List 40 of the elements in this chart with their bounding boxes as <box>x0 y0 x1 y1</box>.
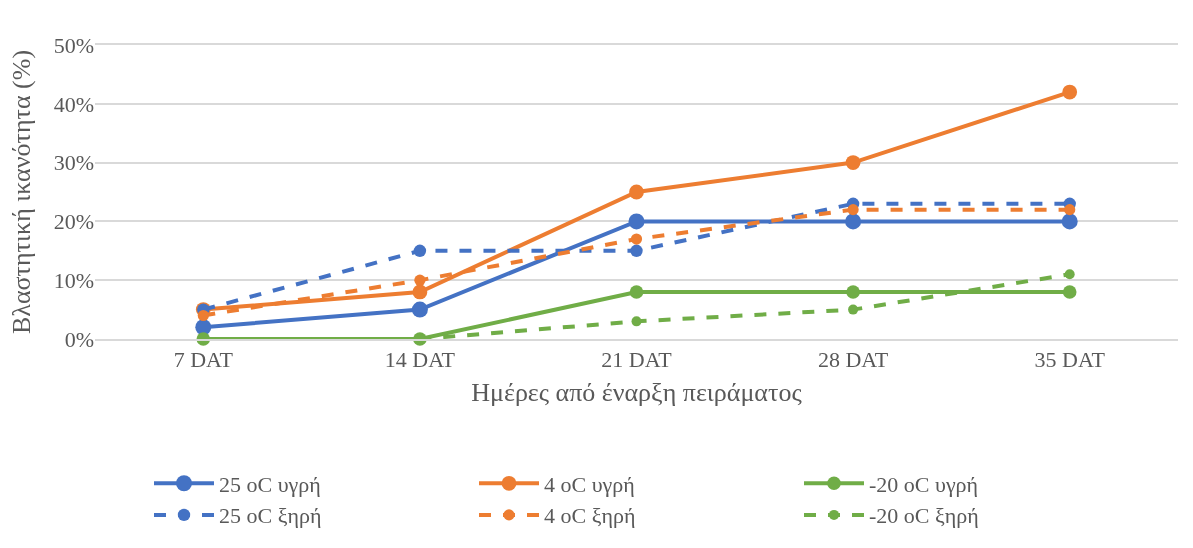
y-tick-label: 0% <box>64 326 94 352</box>
point <box>411 301 428 318</box>
y-tick-label: 40% <box>53 91 94 117</box>
point <box>847 204 859 216</box>
x-tick-label: 14 DAT <box>384 347 456 373</box>
point <box>197 309 209 322</box>
legend-label: 25 oC ξηρή <box>219 503 322 529</box>
point <box>412 284 428 300</box>
point <box>1064 269 1075 280</box>
point <box>1061 213 1078 230</box>
legend-label: 4 oC ξηρή <box>544 503 636 529</box>
y-tick-label: 20% <box>53 209 94 235</box>
point <box>629 285 644 299</box>
x-tick-label: 28 DAT <box>817 347 889 373</box>
y-tick-label: 50% <box>53 32 94 58</box>
y-axis-title: Βλαστητική ικανότητα (%) <box>7 49 37 335</box>
legend-label: 25 oC υγρή <box>219 471 321 497</box>
point <box>845 155 861 170</box>
point <box>845 213 862 230</box>
point <box>630 233 643 245</box>
point <box>629 184 644 200</box>
point <box>848 304 859 315</box>
x-tick-label: 7 DAT <box>173 347 234 373</box>
y-tick-label: 10% <box>53 267 94 293</box>
point <box>1062 84 1078 100</box>
legend-label: 4 oC υγρή <box>544 471 635 497</box>
x-tick-label: 21 DAT <box>601 347 673 373</box>
x-tick-label: 35 DAT <box>1034 347 1106 373</box>
y-tick-label: 30% <box>53 150 94 176</box>
point <box>1064 204 1076 216</box>
point <box>1062 285 1077 299</box>
point <box>628 213 645 230</box>
point <box>414 274 426 286</box>
point <box>846 285 860 299</box>
point <box>630 244 643 257</box>
legend-label: -20 oC ξηρή <box>869 503 979 529</box>
point <box>631 316 642 327</box>
point <box>413 244 427 257</box>
x-axis-title: Ημέρες από έναρξη πειράματος <box>471 378 803 408</box>
legend-label: -20 oC υγρή <box>869 471 979 497</box>
